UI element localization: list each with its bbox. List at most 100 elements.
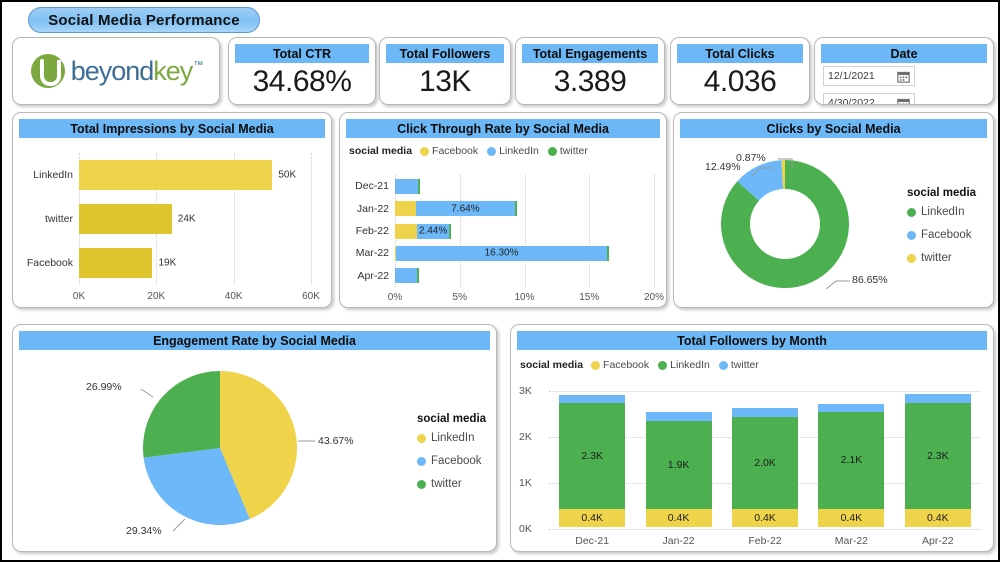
legend-item[interactable]: Facebook — [591, 359, 649, 371]
kpi-card-total-ctr: Total CTR 34.68% — [228, 37, 376, 105]
category-label: Apr-22 — [357, 269, 389, 282]
bar-segment-facebook — [395, 201, 416, 217]
kpi-title: Total Clicks — [705, 46, 775, 61]
kpi-value: 13K — [419, 65, 471, 98]
bar-segment-linkedin: 2.3K — [559, 402, 626, 509]
brand-word-beyond: beyond — [70, 55, 155, 86]
legend-swatch — [658, 360, 668, 370]
legend-item[interactable]: Facebook — [417, 455, 486, 467]
legend-label: Facebook — [603, 359, 650, 371]
gridline — [549, 529, 981, 530]
calendar-icon[interactable] — [897, 70, 910, 83]
kpi-value: 34.68% — [252, 65, 352, 98]
donut-slice-linkedin[interactable] — [721, 160, 849, 288]
gridline — [654, 175, 655, 287]
ctr-plot-area: social media Facebook LinkedIn twitter 0% 5% 1… — [340, 141, 666, 307]
chart-title: Total Followers by Month — [677, 333, 827, 348]
legend-label: twitter — [730, 359, 759, 371]
data-label: 16.30% — [484, 247, 519, 259]
legend-label: twitter — [921, 252, 952, 264]
followers-plot-area: social media Facebook LinkedIn twitter 0K 1K 2… — [511, 353, 993, 551]
table-row: twitter 24K — [45, 204, 196, 234]
gridline — [311, 153, 312, 285]
kpi-header: Total Engagements — [522, 44, 658, 63]
kpi-title: Total Engagements — [532, 46, 648, 61]
chart-legend: social media Facebook LinkedIn twitter — [349, 145, 593, 157]
legend-item[interactable]: LinkedIn — [907, 206, 976, 218]
data-label: 0.4K — [926, 511, 949, 524]
date-start-input[interactable]: 12/1/2021 — [823, 66, 915, 86]
y-axis-tick: 0K — [519, 523, 532, 535]
legend-item[interactable]: Facebook — [420, 145, 478, 157]
legend-label: Facebook — [921, 229, 972, 241]
pie-data-label: 12.49% — [705, 161, 741, 173]
kpi-value: 4.036 — [703, 65, 777, 98]
data-label: 19K — [158, 257, 177, 269]
table-row: Dec-21 — [355, 178, 420, 194]
chart-legend: social media LinkedIn Facebook twitter — [417, 413, 486, 501]
x-axis-tick: 10% — [514, 292, 535, 303]
legend-item[interactable]: Facebook — [907, 229, 976, 241]
legend-label: twitter — [559, 145, 588, 157]
legend-title: social media — [907, 187, 977, 199]
legend-label: Facebook — [431, 455, 482, 467]
donut-slice-facebook[interactable] — [737, 160, 784, 201]
category-label: Apr-22 — [922, 535, 954, 547]
pie-slice-twitter[interactable] — [143, 371, 220, 458]
table-row: 0.4K 2.3K — [559, 395, 626, 527]
date-end-value: 4/30/2022 — [828, 97, 875, 104]
gridline — [589, 175, 591, 287]
donut-slice-twitter[interactable] — [781, 160, 785, 190]
bar-segment-linkedin: 2.0K — [732, 416, 798, 509]
bar-segment-linkedin: 2.1K — [818, 412, 885, 509]
bar-segment-twitter — [904, 394, 971, 403]
category-label: Jan-22 — [662, 535, 695, 547]
legend-item[interactable]: twitter — [718, 359, 759, 371]
page-title-text: Social Media Performance — [48, 11, 240, 29]
x-axis-tick: 40K — [224, 291, 243, 302]
table-row: 0.4K 2.3K — [904, 394, 971, 527]
kpi-value: 3.389 — [553, 65, 627, 98]
chart-title-bar: Clicks by Social Media — [680, 119, 987, 138]
data-label: 1.9K — [667, 458, 690, 471]
chart-legend: social media LinkedIn Facebook twitter — [907, 187, 976, 275]
data-label: 7.64% — [451, 203, 480, 215]
pie-slice-linkedin[interactable] — [220, 371, 298, 519]
legend-swatch — [417, 433, 426, 443]
data-label: 2.3K — [926, 449, 949, 462]
legend-item[interactable]: twitter — [547, 145, 588, 157]
legend-item[interactable]: LinkedIn — [658, 359, 710, 371]
table-row: Feb-22 2.44% — [356, 223, 451, 239]
brand-logo: beyondkey™ — [13, 38, 219, 104]
category-label: Mar-22 — [355, 247, 389, 260]
legend-item[interactable]: LinkedIn — [417, 432, 486, 444]
category-label: Mar-22 — [834, 535, 869, 547]
bar-segment-facebook — [395, 223, 418, 239]
legend-item[interactable]: twitter — [417, 478, 486, 490]
x-axis-tick: 20K — [147, 291, 166, 302]
legend-title: social media — [417, 413, 487, 425]
pie-slice-facebook[interactable] — [143, 448, 250, 525]
legend-swatch — [417, 479, 426, 489]
gridline — [459, 175, 461, 287]
bar-segment-facebook: 0.4K — [732, 508, 798, 527]
x-axis-tick: 0% — [387, 292, 403, 303]
legend-label: Facebook — [432, 145, 479, 157]
legend-label: LinkedIn — [670, 359, 710, 371]
date-slicer-card[interactable]: Date 12/1/2021 4/30/2022 — [814, 37, 994, 105]
bar-segment-linkedin — [395, 178, 418, 194]
bar-segment-facebook: 0.4K — [904, 508, 971, 527]
clicks-plot-area: 86.65% 12.49% 0.87% social media LinkedIn Fac… — [674, 141, 993, 307]
y-axis-tick: 2K — [519, 431, 532, 443]
gridline — [233, 153, 235, 285]
bar-segment-twitter — [417, 178, 420, 194]
legend-item[interactable]: LinkedIn — [487, 145, 539, 157]
chart-title: Total Impressions by Social Media — [70, 121, 274, 136]
page-title: Social Media Performance — [28, 7, 260, 33]
date-end-input[interactable]: 4/30/2022 — [823, 93, 915, 104]
legend-item[interactable]: twitter — [907, 252, 976, 264]
calendar-icon[interactable] — [897, 97, 910, 104]
chart-card-total-followers-by-month: Total Followers by Month social media Fac… — [510, 324, 994, 552]
category-label: Dec-21 — [355, 180, 389, 193]
